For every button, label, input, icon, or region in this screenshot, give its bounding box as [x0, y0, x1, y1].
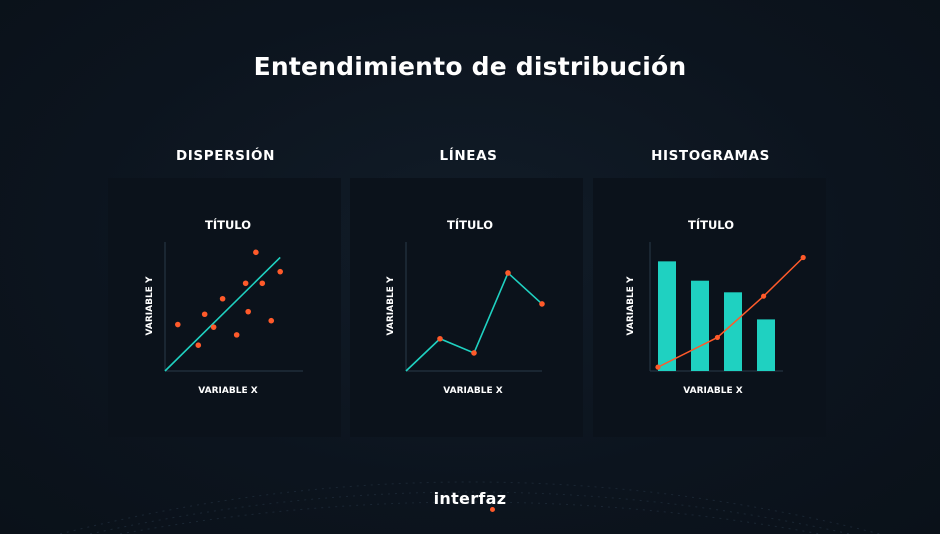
chart-title: TÍTULO	[447, 217, 493, 232]
scatter-chart: TÍTULO VARIABLE X VARIABLE Y	[145, 217, 303, 396]
curve-point	[714, 334, 720, 341]
panel-heading-lines: LÍNEAS	[439, 148, 498, 164]
scatter-point	[201, 311, 208, 318]
curve-point	[800, 254, 806, 261]
panel-heading-scatter: DISPERSIÓN	[176, 148, 275, 164]
scatter-point	[175, 321, 181, 328]
line-point	[437, 335, 443, 342]
decorative-arc-pattern	[59, 481, 881, 534]
line-point	[471, 350, 477, 356]
scatter-point	[245, 308, 251, 315]
scatter-point	[219, 295, 226, 302]
line-marks	[405, 270, 545, 372]
panel-heading-histograms: HISTOGRAMAS	[651, 148, 770, 164]
scatter-point	[195, 342, 202, 348]
histogram-bar	[658, 261, 676, 371]
brand-logo: interfaz	[433, 489, 507, 508]
histogram-bar	[724, 292, 742, 371]
x-axis-label: VARIABLE X	[198, 386, 257, 396]
line-point	[539, 301, 545, 307]
scatter-point	[253, 249, 259, 256]
scatter-point	[242, 280, 249, 287]
trend-line	[164, 256, 281, 372]
curve-point	[655, 364, 661, 370]
histogram-marks	[655, 254, 806, 371]
scatter-point	[259, 280, 266, 287]
chart-title: TÍTULO	[688, 217, 734, 232]
histogram-chart: TÍTULO VARIABLE X VARIABLE Y	[626, 217, 806, 396]
distribution-curve	[657, 256, 804, 368]
page-title: Entendimiento de distribución	[253, 52, 687, 81]
x-axis-label: VARIABLE X	[683, 386, 742, 396]
line-point	[505, 270, 511, 276]
series-line	[405, 271, 543, 372]
y-axis-label: VARIABLE Y	[626, 276, 636, 335]
brand-logo-dot	[490, 507, 495, 512]
line-chart: TÍTULO VARIABLE X VARIABLE Y	[386, 217, 545, 396]
chart-title: TÍTULO	[205, 217, 251, 232]
scatter-point	[277, 268, 283, 275]
line-panel: TÍTULO VARIABLE X VARIABLE Y	[350, 178, 583, 437]
histogram-panel: TÍTULO VARIABLE X VARIABLE Y	[593, 178, 826, 437]
scatter-marks	[164, 249, 283, 372]
y-axis-label: VARIABLE Y	[386, 276, 396, 335]
curve-point	[761, 293, 767, 299]
histogram-bar	[691, 280, 709, 371]
scatter-point	[268, 317, 275, 324]
scatter-point	[210, 324, 217, 330]
x-axis-label: VARIABLE X	[443, 386, 502, 396]
y-axis-label: VARIABLE Y	[145, 276, 155, 335]
histogram-bar	[757, 319, 775, 371]
scatter-panel: TÍTULO VARIABLE X VARIABLE Y	[108, 178, 341, 437]
scatter-point	[233, 332, 240, 338]
